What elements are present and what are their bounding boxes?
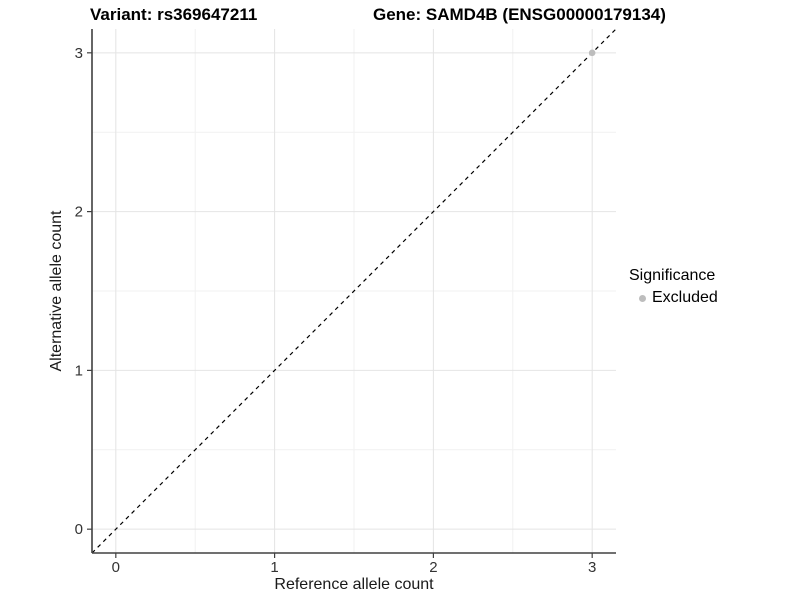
y-tick-label: 0: [75, 521, 83, 538]
legend-item-excluded: Excluded: [639, 289, 718, 307]
legend: Significance Excluded: [629, 267, 718, 307]
legend-item-label: Excluded: [652, 289, 718, 306]
x-axis-label: Reference allele count: [274, 576, 434, 593]
legend-title: Significance: [629, 267, 716, 284]
legend-point-marker-icon: [639, 294, 646, 302]
identity-line: [91, 28, 617, 554]
x-tick-label: 0: [112, 559, 120, 576]
data-point-excluded: [588, 49, 596, 57]
plot-title-gene: Gene: SAMD4B (ENSG00000179134): [373, 5, 666, 24]
y-tick-label: 1: [75, 362, 83, 379]
y-axis-label: Alternative allele count: [48, 210, 65, 372]
plot-title-variant: Variant: rs369647211: [90, 5, 258, 24]
x-tick-label: 1: [270, 559, 278, 576]
x-tick-label: 2: [429, 559, 437, 576]
x-tick-label: 3: [588, 559, 596, 576]
y-tick-label: 2: [75, 204, 83, 221]
y-tick-label: 3: [75, 45, 83, 62]
